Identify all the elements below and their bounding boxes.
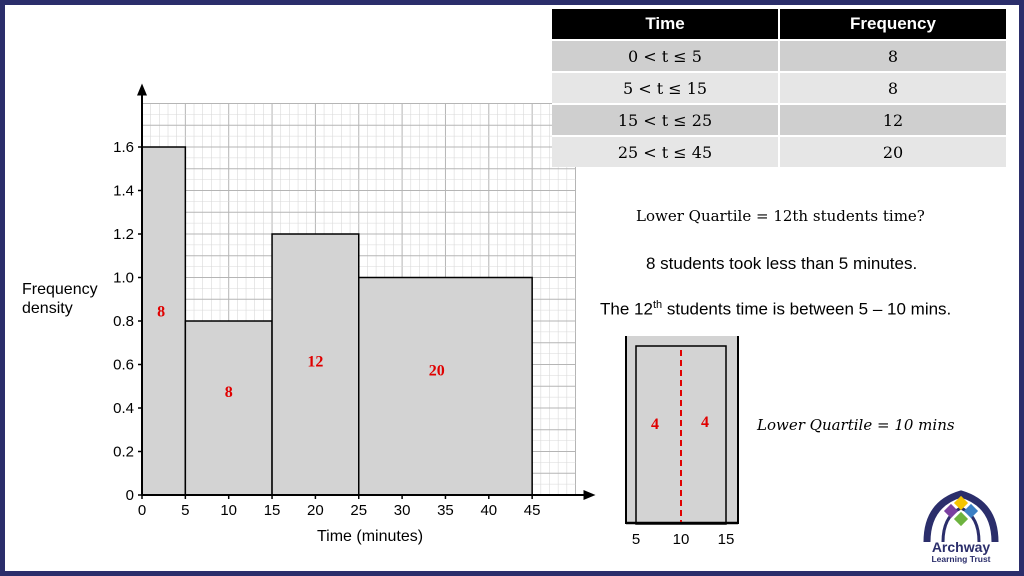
x-tick-label: 30 (394, 502, 411, 519)
zoom-tick-label: 10 (673, 531, 690, 548)
logo-name: Archway (932, 539, 991, 555)
logo-subtitle: Learning Trust (931, 554, 990, 564)
x-axis-label: Time (minutes) (317, 528, 423, 545)
y-axis-arrow (137, 83, 147, 96)
y-tick-label: 0.6 (113, 357, 134, 374)
students-under-five-note: 8 students took less than 5 minutes. (646, 254, 918, 273)
frequency-cell: 8 (779, 71, 1006, 104)
lower-quartile-question: Lower Quartile = 12th students time? (636, 207, 925, 225)
x-tick-label: 25 (350, 502, 367, 519)
time-cell: 5 < t ≤ 15 (552, 71, 780, 104)
frequency-table: Time Frequency 0 < t ≤ 5 8 5 < t ≤ 15 8 … (552, 9, 1006, 167)
y-tick-label: 1.6 (113, 139, 134, 156)
twelfth-student-note: The 12th students time is between 5 – 10… (600, 299, 951, 320)
x-tick-label: 10 (220, 502, 237, 519)
frequency-cell: 20 (779, 135, 1006, 167)
x-tick-label: 45 (524, 502, 541, 519)
time-cell: 15 < t ≤ 25 (552, 103, 780, 136)
y-tick-label: 1.0 (113, 270, 134, 287)
chart-bars (141, 146, 533, 496)
y-axis-label-line1: Frequency (22, 281, 98, 298)
table-row: 5 < t ≤ 15 8 (552, 71, 1006, 104)
x-tick-labels: 0 5 10 15 20 25 30 35 40 45 (138, 495, 541, 519)
zoom-right-label: 4 (701, 414, 709, 431)
histogram-bar (358, 276, 533, 496)
time-cell: 0 < t ≤ 5 (552, 39, 780, 72)
chart-axes (137, 83, 596, 500)
archway-logo: Archway Learning Trust (923, 490, 999, 564)
table-row: 15 < t ≤ 25 12 (552, 103, 1006, 136)
logo-diamond-green (953, 511, 969, 527)
frequency-cell: 8 (779, 39, 1006, 72)
twelfth-student-note-b: students time is between 5 – 10 mins. (662, 299, 952, 319)
arch-icon (923, 490, 999, 543)
x-tick-label: 20 (307, 502, 324, 519)
table-row: 0 < t ≤ 5 8 (552, 39, 1006, 72)
bar-frequency-label: 8 (157, 304, 165, 321)
column-header-time: Time (552, 9, 780, 40)
histogram-bar (271, 233, 360, 496)
y-tick-label: 0.2 (113, 444, 134, 461)
y-tick-label: 0.8 (113, 313, 134, 330)
x-tick-label: 0 (138, 502, 146, 519)
logo-diamond-blue (963, 503, 979, 519)
chart-bar-labels: 8 8 12 20 (157, 304, 445, 401)
y-tick-labels: 0 0.2 0.4 0.6 0.8 1.0 1.2 1.4 1.6 (113, 139, 142, 504)
y-tick-label: 0.4 (113, 400, 134, 417)
bar-frequency-label: 20 (429, 362, 445, 379)
lower-quartile-answer: Lower Quartile = 10 mins (757, 416, 955, 434)
y-tick-label: 0 (126, 487, 134, 504)
time-cell: 25 < t ≤ 45 (552, 135, 780, 167)
logo-diamond-purple (943, 503, 959, 519)
frequency-cell: 12 (779, 103, 1006, 136)
y-axis-label-line2: density (22, 300, 73, 317)
zoomed-bar-diagram: 4 4 5 10 15 (625, 336, 739, 548)
zoom-tick-label: 5 (632, 531, 640, 548)
logo-diamond-yellow (953, 495, 969, 511)
y-tick-label: 1.4 (113, 183, 134, 200)
histogram-bar (141, 146, 187, 496)
zoom-tick-label: 15 (718, 531, 735, 548)
x-tick-label: 5 (181, 502, 189, 519)
histogram-bar (184, 320, 273, 496)
twelfth-student-note-sup: th (652, 299, 663, 311)
bar-frequency-label: 8 (225, 384, 233, 401)
twelfth-student-note-a: The 12 (600, 299, 653, 319)
x-axis-arrow (583, 490, 596, 500)
bar-frequency-label: 12 (307, 354, 323, 371)
x-tick-label: 35 (437, 502, 454, 519)
zoom-left-label: 4 (651, 416, 659, 433)
x-tick-label: 15 (264, 502, 281, 519)
column-header-frequency: Frequency (779, 9, 1006, 40)
x-tick-label: 40 (480, 502, 497, 519)
y-tick-label: 1.2 (113, 226, 134, 243)
table-row: 25 < t ≤ 45 20 (552, 135, 1006, 167)
